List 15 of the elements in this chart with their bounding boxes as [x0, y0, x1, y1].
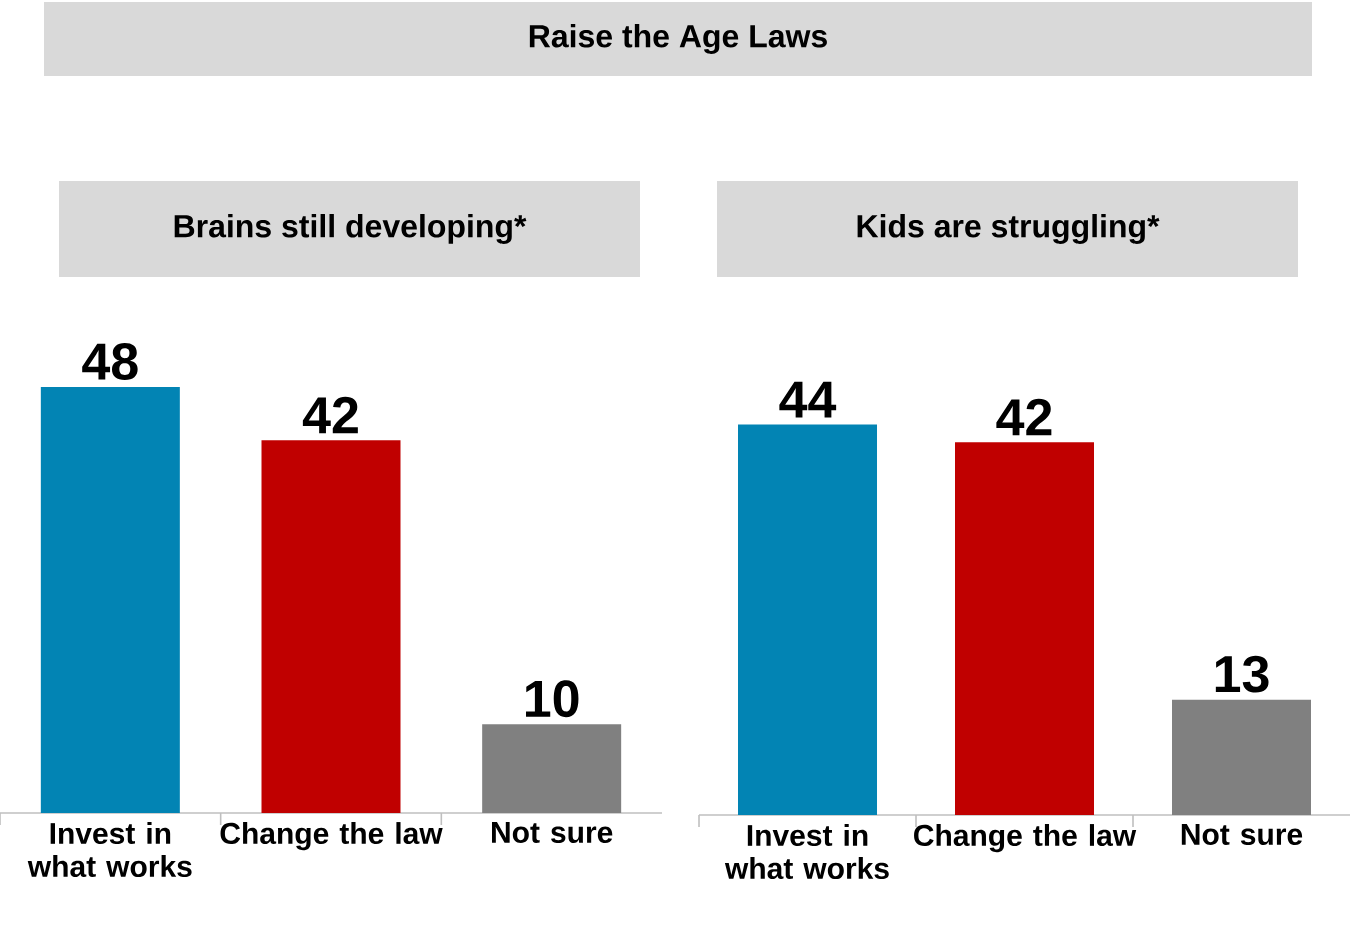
- data-label: 42: [996, 398, 1052, 436]
- x-tick-label: Invest in what works: [27, 822, 192, 878]
- x-tick-label: Change the law: [220, 822, 443, 851]
- data-label: 42: [302, 396, 358, 434]
- data-label: 10: [526, 680, 579, 718]
- x-tick-label: Not sure: [1181, 824, 1303, 845]
- data-label: 44: [779, 381, 837, 418]
- x-tick-label: Invest in what works: [724, 824, 889, 880]
- chart-subtitle: Brains still developing*: [174, 214, 527, 244]
- data-label: 48: [82, 343, 138, 380]
- chart-title: Raise the Age Laws: [529, 24, 827, 54]
- x-tick-label: Not sure: [492, 822, 613, 843]
- chart-title: Kids are struggling*: [857, 214, 1160, 244]
- data-label: 13: [1215, 655, 1269, 693]
- x-tick-label: Change the law: [914, 824, 1137, 853]
